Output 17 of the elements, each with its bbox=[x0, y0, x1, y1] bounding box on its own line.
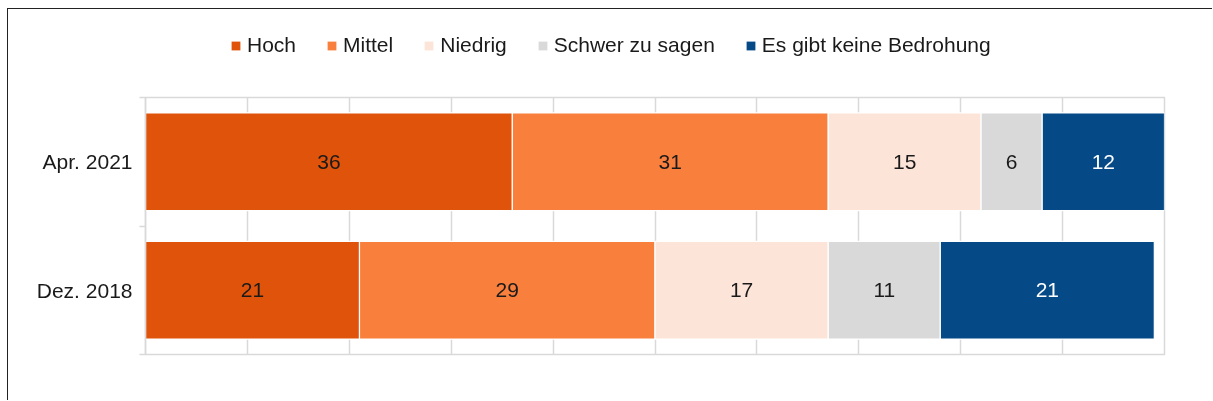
legend-label: Mittel bbox=[343, 33, 394, 57]
data-label: 6 bbox=[1005, 149, 1018, 173]
data-label: 21 bbox=[1035, 278, 1059, 302]
y-tick-label: Dez. 2018 bbox=[36, 278, 133, 302]
data-label: 36 bbox=[317, 149, 341, 173]
legend-label: Niedrig bbox=[440, 33, 507, 57]
data-label: 12 bbox=[1091, 149, 1116, 173]
y-tick-label: Apr. 2021 bbox=[42, 150, 133, 174]
legend-label: Hoch bbox=[247, 33, 297, 57]
legend-label: Schwer zu sagen bbox=[553, 33, 715, 57]
data-label: 17 bbox=[729, 278, 754, 302]
data-label: 11 bbox=[873, 278, 896, 302]
data-label: 15 bbox=[892, 149, 917, 173]
legend-label: Es gibt keine Bedrohung bbox=[761, 33, 991, 57]
data-label: 31 bbox=[658, 149, 682, 173]
data-label: 29 bbox=[495, 278, 519, 302]
data-label: 21 bbox=[240, 278, 265, 302]
